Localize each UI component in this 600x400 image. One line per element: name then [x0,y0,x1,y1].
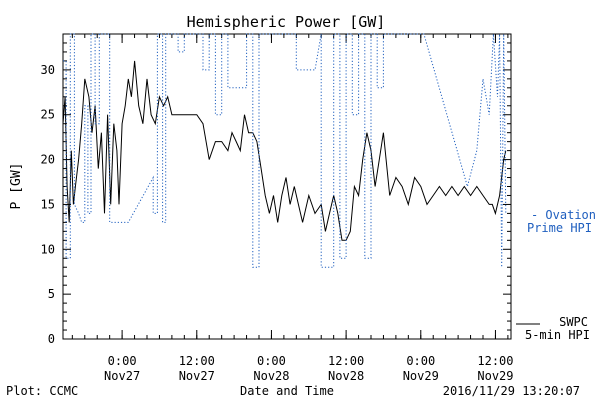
x-tick-label-date: Nov29 [403,369,439,383]
legend-swpc-line1: SWPC [559,315,588,329]
chart-title: Hemispheric Power [GW] [187,13,386,31]
y-tick-label: 5 [48,287,55,301]
y-tick-label: 30 [41,63,55,77]
y-tick-label: 20 [41,153,55,167]
x-tick-label-time: 0:00 [406,354,435,368]
plot-timestamp: 2016/11/29 13:20:07 [443,384,580,398]
x-tick-label-time: 0:00 [257,354,286,368]
x-tick-label-date: Nov27 [179,369,215,383]
x-tick-label-date: Nov29 [477,369,513,383]
x-tick-label-time: 12:00 [477,354,513,368]
swpc-hpi-line [62,60,507,241]
ovation-prime-hpi-line [63,33,507,268]
y-axis-label: P [GW] [9,163,24,210]
legend-ovation-line1: - Ovation [531,208,596,222]
x-tick-label-time: 0:00 [108,354,137,368]
y-tick-label: 10 [41,242,55,256]
x-tick-label-time: 12:00 [328,354,364,368]
labels-layer: Hemispheric Power [GW] P [GW] Date and T… [6,13,596,398]
y-tick-label: 0 [48,332,55,346]
x-tick-label-time: 12:00 [179,354,215,368]
x-axis-label: Date and Time [240,384,334,398]
legend-swpc-line2: 5-min HPI [525,328,590,342]
legend-ovation-line2: Prime HPI [527,221,592,235]
tick-layer: 0510152025300:00Nov2712:00Nov270:00Nov28… [41,33,514,383]
series-layer [62,33,507,268]
x-tick-label-date: Nov28 [253,369,289,383]
x-tick-label-date: Nov28 [328,369,364,383]
x-tick-label-date: Nov27 [104,369,140,383]
plot-credit: Plot: CCMC [6,384,78,398]
y-tick-label: 25 [41,108,55,122]
y-tick-label: 15 [41,197,55,211]
